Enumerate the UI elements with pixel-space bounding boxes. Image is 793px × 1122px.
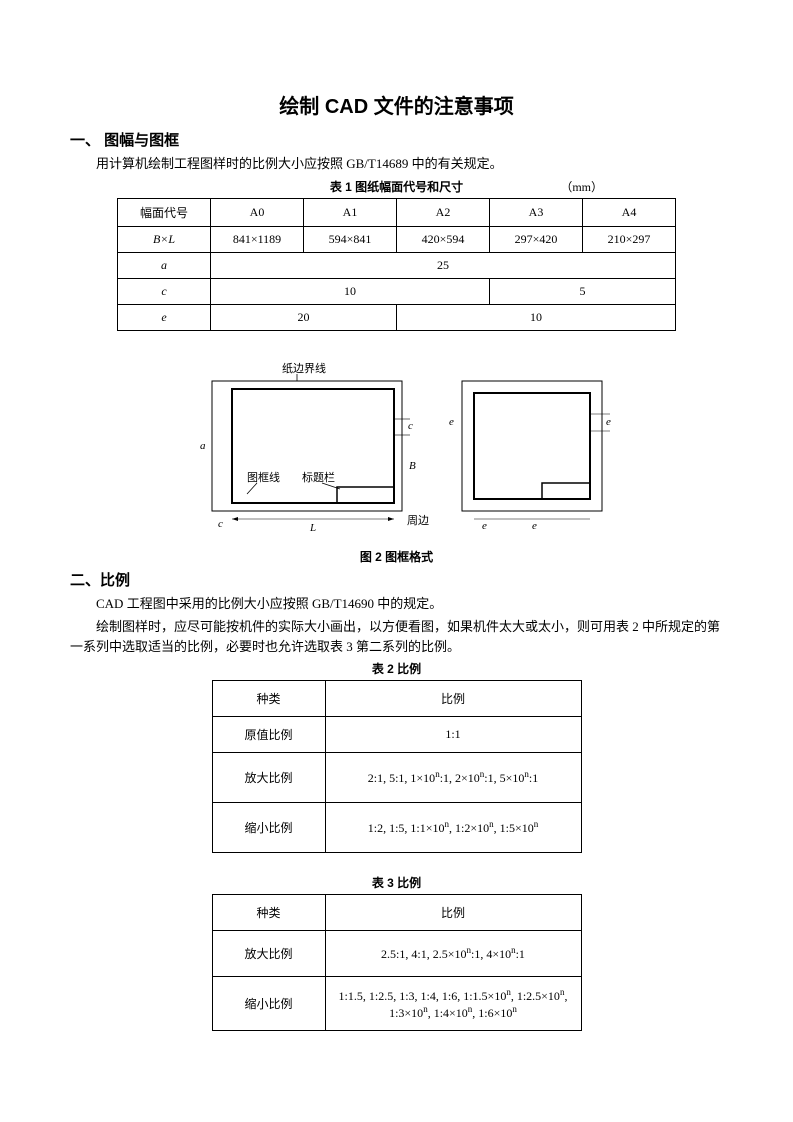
cell: 1:1.5, 1:2.5, 1:3, 1:4, 1:6, 1:1.5×10n, …: [325, 977, 581, 1031]
table-row: 放大比例 2:1, 5:1, 1×10n:1, 2×10n:1, 5×10n:1: [212, 753, 581, 803]
cell: 10: [397, 304, 676, 330]
cell: 2.5:1, 4:1, 2.5×10n:1, 4×10n:1: [325, 931, 581, 977]
cell: 420×594: [397, 226, 490, 252]
svg-text:e: e: [532, 520, 537, 532]
svg-text:c: c: [218, 518, 223, 530]
cell: A3: [490, 198, 583, 226]
cell: 比例: [325, 681, 581, 717]
table3-caption: 表 3 比例: [70, 874, 723, 891]
figure2-diagram: 纸边界线 图框线 标题栏 a c B L c: [70, 359, 723, 538]
cell: 幅面代号: [118, 198, 211, 226]
svg-text:e: e: [482, 520, 487, 532]
table2: 种类 比例 原值比例 1:1 放大比例 2:1, 5:1, 1×10n:1, 2…: [212, 680, 582, 853]
section2-para2: 绘制图样时，应尽可能按机件的实际大小画出，以方便看图，如果机件太大或太小，则可用…: [70, 617, 723, 656]
svg-text:c: c: [408, 420, 413, 432]
cell: 原值比例: [212, 717, 325, 753]
svg-text:a: a: [200, 440, 206, 452]
cell: 种类: [212, 895, 325, 931]
cell: 5: [490, 278, 676, 304]
cell: 放大比例: [212, 753, 325, 803]
cell: 20: [211, 304, 397, 330]
table-row: 种类 比例: [212, 681, 581, 717]
table1-unit: （mm）: [560, 178, 603, 195]
svg-text:B: B: [409, 460, 416, 472]
cell: 比例: [325, 895, 581, 931]
svg-text:e: e: [606, 416, 611, 428]
table1-caption: 表 1 图纸幅面代号和尺寸 （mm）: [70, 178, 723, 195]
table-row: 幅面代号 A0 A1 A2 A3 A4: [118, 198, 676, 226]
svg-text:图框线: 图框线: [247, 470, 280, 484]
table1-caption-text: 表 1 图纸幅面代号和尺寸: [330, 180, 463, 194]
table1: 幅面代号 A0 A1 A2 A3 A4 B×L 841×1189 594×841…: [117, 198, 676, 331]
svg-text:周边: 周边: [407, 514, 429, 527]
table-row: 原值比例 1:1: [212, 717, 581, 753]
cell: 缩小比例: [212, 803, 325, 853]
cell: 210×297: [583, 226, 676, 252]
table3: 种类 比例 放大比例 2.5:1, 4:1, 2.5×10n:1, 4×10n:…: [212, 894, 582, 1031]
cell: 1:2, 1:5, 1:1×10n, 1:2×10n, 1:5×10n: [325, 803, 581, 853]
cell: 种类: [212, 681, 325, 717]
cell: 缩小比例: [212, 977, 325, 1031]
section2-heading: 二、比例: [70, 569, 723, 590]
cell: B×L: [118, 226, 211, 252]
cell: 25: [211, 252, 676, 278]
table-row: B×L 841×1189 594×841 420×594 297×420 210…: [118, 226, 676, 252]
document-page: 绘制 CAD 文件的注意事项 一、 图幅与图框 用计算机绘制工程图样时的比例大小…: [0, 0, 793, 1122]
table-row: 缩小比例 1:2, 1:5, 1:1×10n, 1:2×10n, 1:5×10n: [212, 803, 581, 853]
cell: e: [118, 304, 211, 330]
cell: 297×420: [490, 226, 583, 252]
cell: 放大比例: [212, 931, 325, 977]
figure2-caption: 图 2 图框格式: [70, 548, 723, 565]
table-row: e 20 10: [118, 304, 676, 330]
svg-text:标题栏: 标题栏: [302, 470, 335, 484]
cell: A1: [304, 198, 397, 226]
svg-text:e: e: [449, 416, 454, 428]
table-row: a 25: [118, 252, 676, 278]
page-title: 绘制 CAD 文件的注意事项: [70, 90, 723, 119]
svg-text:L: L: [309, 522, 316, 534]
cell: c: [118, 278, 211, 304]
cell: 2:1, 5:1, 1×10n:1, 2×10n:1, 5×10n:1: [325, 753, 581, 803]
table-row: 放大比例 2.5:1, 4:1, 2.5×10n:1, 4×10n:1: [212, 931, 581, 977]
cell: A0: [211, 198, 304, 226]
table-row: 缩小比例 1:1.5, 1:2.5, 1:3, 1:4, 1:6, 1:1.5×…: [212, 977, 581, 1031]
table-row: 种类 比例: [212, 895, 581, 931]
cell: 594×841: [304, 226, 397, 252]
cell: A4: [583, 198, 676, 226]
cell: 1:1: [325, 717, 581, 753]
table2-caption: 表 2 比例: [70, 660, 723, 677]
cell: A2: [397, 198, 490, 226]
cell: 841×1189: [211, 226, 304, 252]
cell: 10: [211, 278, 490, 304]
svg-text:纸边界线: 纸边界线: [282, 361, 326, 375]
section1-heading: 一、 图幅与图框: [70, 129, 723, 150]
section1-para: 用计算机绘制工程图样时的比例大小应按照 GB/T14689 中的有关规定。: [70, 154, 723, 174]
cell: a: [118, 252, 211, 278]
table-row: c 10 5: [118, 278, 676, 304]
section2-para1: CAD 工程图中采用的比例大小应按照 GB/T14690 中的规定。: [70, 594, 723, 614]
